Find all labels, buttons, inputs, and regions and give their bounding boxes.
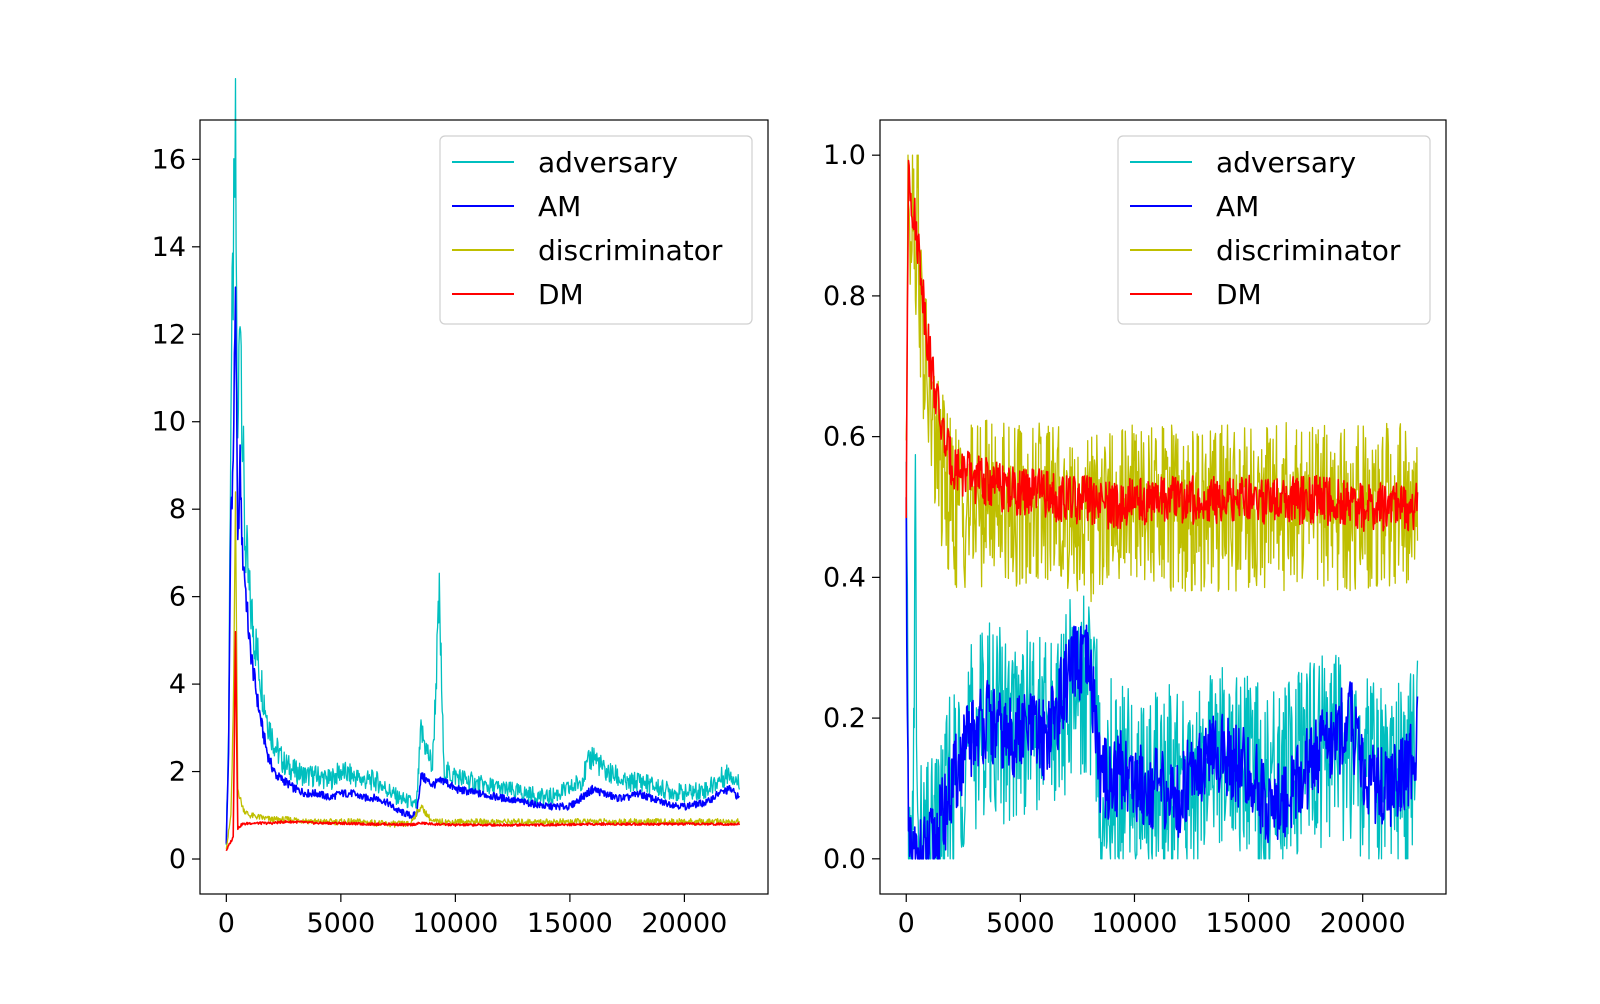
legend-box (1117, 135, 1431, 325)
legend-label-discriminator: discriminator (538, 234, 723, 267)
series-line-dm (225, 630, 741, 852)
axes-frame (879, 119, 1447, 895)
legend-label-am: AM (538, 190, 581, 223)
y-tick-label: 8 (169, 494, 186, 525)
y-tick-label: 10 (152, 407, 186, 438)
legend-label-adversary: adversary (538, 146, 678, 179)
y-tick-label: 16 (152, 144, 186, 175)
series-group (225, 78, 741, 852)
right-chart-panel: 0 5000 10000 15000 20000 0.0 0.2 0.4 0.6 0.8 1.0 ad… (823, 119, 1447, 939)
series-line-dm (905, 159, 1419, 532)
x-tick-label: 20000 (641, 908, 727, 939)
y-tick-label: 6 (169, 582, 186, 613)
left-chart-panel: 0 5000 10000 15000 20000 0 2 4 6 8 10 12 14 16 adversa… (152, 78, 769, 939)
x-tick-label: 0 (218, 908, 235, 939)
y-tick-label: 12 (152, 319, 186, 350)
legend: adversary AM discriminator DM (1117, 135, 1431, 325)
y-tick-label: 14 (152, 232, 186, 263)
series-line-am (905, 497, 1419, 860)
legend-label-discriminator: discriminator (1216, 234, 1401, 267)
x-tick-label: 0 (898, 908, 915, 939)
y-tick-label: 0 (169, 844, 186, 875)
y-tick-label: 0.8 (823, 281, 866, 312)
x-tick-label: 5000 (986, 908, 1055, 939)
y-tick-label: 4 (169, 669, 186, 700)
x-tick-label: 10000 (1092, 908, 1178, 939)
y-tick-label: 0.2 (823, 703, 866, 734)
y-tick-label: 0.4 (823, 562, 866, 593)
legend-label-dm: DM (538, 278, 584, 311)
legend-label-adversary: adversary (1216, 146, 1356, 179)
y-tick-label: 2 (169, 757, 186, 788)
x-tick-label: 5000 (306, 908, 375, 939)
legend-label-am: AM (1216, 190, 1259, 223)
y-tick-label: 1.0 (823, 140, 866, 171)
x-tick-label: 10000 (412, 908, 498, 939)
axes-frame (199, 119, 769, 895)
x-tick-label: 20000 (1320, 908, 1406, 939)
legend-box (439, 135, 753, 325)
x-tick-label: 15000 (527, 908, 613, 939)
legend-label-dm: DM (1216, 278, 1262, 311)
x-tick-label: 15000 (1206, 908, 1292, 939)
series-line-adversary (225, 78, 741, 846)
series-group (905, 154, 1419, 860)
y-tick-label: 0.0 (823, 844, 866, 875)
series-line-am (225, 286, 741, 844)
y-tick-label: 0.6 (823, 422, 866, 453)
legend: adversary AM discriminator DM (439, 135, 753, 325)
